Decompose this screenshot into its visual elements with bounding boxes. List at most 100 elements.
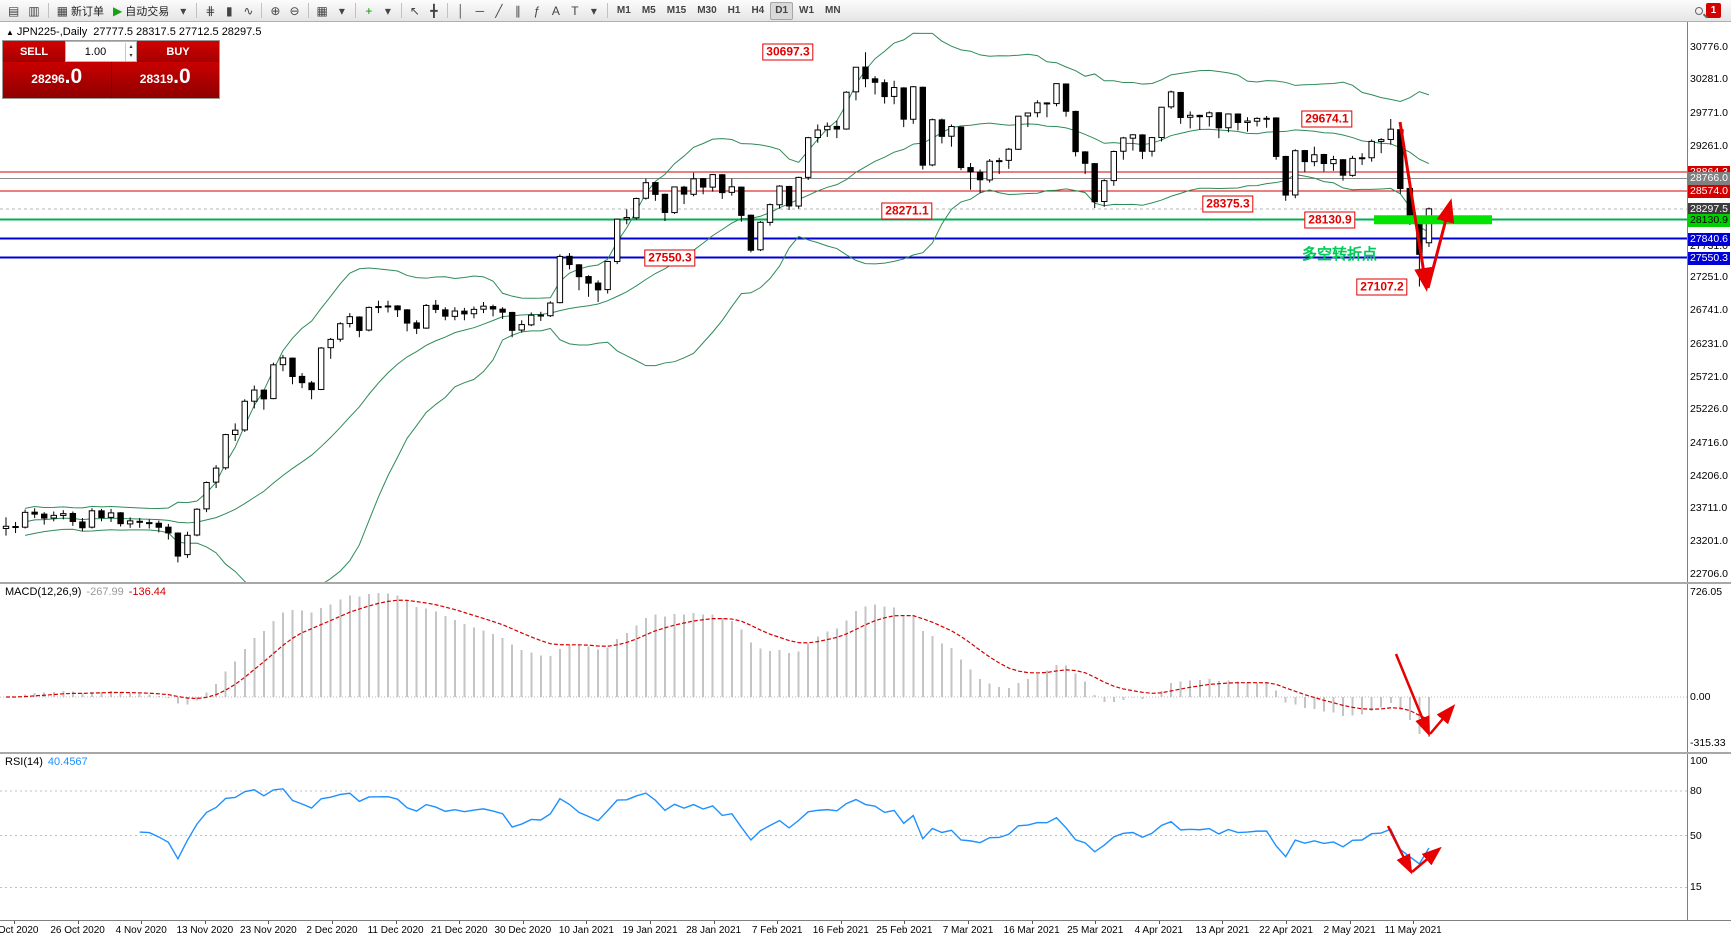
vertical-line-icon: │	[457, 3, 465, 18]
candlestick-chart-button[interactable]: ▮	[220, 2, 238, 20]
axis-price-label: 25226.0	[1690, 403, 1728, 416]
timeframe-w1[interactable]: W1	[799, 5, 815, 16]
search-icon[interactable]	[1695, 6, 1703, 15]
axis-price-label: 80	[1690, 785, 1702, 798]
time-axis[interactable]: 6 Oct 2020 26 Oct 2020 4 Nov 2020 13 Nov 20…	[0, 920, 1731, 939]
price-callout[interactable]: 30697.3	[762, 43, 814, 61]
candle-body	[1349, 157, 1356, 176]
candle-body	[824, 125, 831, 131]
date-label: 28 Jan 2021	[686, 925, 742, 936]
buy-button[interactable]: BUY	[137, 41, 219, 62]
axis-price-label: 0.00	[1690, 691, 1711, 703]
candle-body	[1129, 134, 1137, 139]
timeframe-h1[interactable]: H1	[727, 5, 741, 16]
panel-splitter[interactable]	[0, 752, 1731, 754]
timeframe-h4[interactable]: H4	[751, 5, 765, 16]
price-callout[interactable]: 29674.1	[1301, 110, 1353, 128]
fibonacci-button[interactable]: ƒ	[528, 2, 546, 20]
date-label: 25 Feb 2021	[876, 925, 933, 936]
crosshair-button[interactable]: ╋	[425, 2, 443, 20]
trend-arrow[interactable]	[1426, 198, 1455, 289]
candle-body	[1234, 113, 1242, 123]
new-chart-button[interactable]: ▤	[4, 2, 23, 20]
candle-body	[251, 389, 258, 402]
candle-body	[270, 364, 277, 400]
axis-price-label: 726.05	[1690, 586, 1723, 598]
panel-splitter[interactable]	[0, 582, 1731, 584]
candle-body	[480, 305, 487, 310]
price-chart[interactable]	[0, 22, 1687, 582]
chart-area[interactable]	[0, 22, 1687, 920]
trend-arrow[interactable]	[1398, 121, 1433, 292]
rsi-panel[interactable]	[0, 754, 1687, 920]
candle-body	[814, 129, 821, 139]
price-callout[interactable]: 27550.3	[644, 249, 696, 267]
lot-spinner[interactable]: ▴ ▾	[125, 42, 136, 61]
zoom-out-button[interactable]: ⊖	[285, 2, 303, 20]
cursor-button[interactable]: ↖	[406, 2, 424, 20]
lot-size-field[interactable]: 1.00 ▴ ▾	[65, 41, 137, 62]
price-callout[interactable]: 28375.3	[1202, 195, 1254, 213]
trendline-button[interactable]: ╱	[490, 2, 508, 20]
trend-arrow[interactable]	[1386, 825, 1413, 875]
auto-trading-dropdown-button[interactable]: ▾	[174, 2, 192, 20]
ohlc-bars-button[interactable]: ⋕	[201, 2, 219, 20]
lot-value[interactable]: 1.00	[84, 45, 107, 58]
sell-price[interactable]: 28296 .0	[3, 62, 112, 98]
price-callout[interactable]: 28130.9	[1304, 211, 1356, 229]
line-chart-button[interactable]: ∿	[239, 2, 257, 20]
time-axis-tick	[1349, 921, 1351, 924]
price-axis[interactable]: 30776.030281.029771.029261.028751.028241…	[1687, 22, 1731, 920]
timeframe-m1[interactable]: M1	[616, 5, 631, 16]
lot-decrease-button[interactable]: ▾	[129, 52, 133, 59]
candle-body	[747, 214, 755, 251]
vertical-line-button[interactable]: │	[452, 2, 470, 20]
timeframe-m5[interactable]: M5	[641, 5, 656, 16]
buy-price[interactable]: 28319 .0	[111, 62, 219, 98]
candle-body	[432, 304, 439, 310]
candle-body	[1091, 163, 1098, 203]
candle-body	[346, 316, 354, 325]
candle-body	[948, 125, 955, 137]
candle-body	[69, 512, 77, 522]
candle-body	[184, 534, 191, 556]
candle-body	[661, 193, 669, 213]
candle-body	[1368, 140, 1375, 159]
trend-arrow[interactable]	[1429, 704, 1456, 735]
rsi-label: RSI(14) 40.4567	[5, 756, 88, 768]
trend-arrow[interactable]	[1411, 846, 1442, 873]
auto-trading-button-label: 自动交易	[125, 5, 170, 18]
channel-button[interactable]: ∥	[509, 2, 527, 20]
lot-increase-button[interactable]: ▴	[129, 43, 133, 50]
turning-point-note[interactable]: 多空转折点	[1302, 246, 1378, 263]
timeframe-mn[interactable]: MN	[825, 5, 841, 16]
time-axis-tick	[1031, 921, 1033, 924]
chart-profiles-button[interactable]: ▥	[24, 2, 43, 20]
sell-button[interactable]: SELL	[3, 41, 65, 62]
price-callout[interactable]: 28271.1	[881, 202, 933, 220]
candle-body	[1120, 137, 1127, 152]
text-button[interactable]: A	[547, 2, 565, 20]
text-label-button[interactable]: T	[566, 2, 584, 20]
indicators-button[interactable]: +	[360, 2, 378, 20]
shapes-dropdown-button[interactable]: ▾	[585, 2, 603, 20]
new-order-button[interactable]: ▦ 新订单	[53, 2, 108, 20]
axis-price-label: 29771.0	[1690, 106, 1728, 119]
timeframe-m30[interactable]: M30	[697, 5, 717, 16]
tile-windows-button[interactable]: ▦	[313, 2, 332, 20]
window-layout-dropdown-button[interactable]: ▾	[333, 2, 351, 20]
timeframe-m15[interactable]: M15	[666, 5, 687, 16]
timeframe-d1[interactable]: D1	[770, 1, 794, 20]
trend-arrow[interactable]	[1394, 653, 1430, 737]
macd-panel[interactable]	[0, 584, 1687, 752]
horizontal-line-button[interactable]: ─	[471, 2, 489, 20]
indicators-dropdown-button[interactable]: ▾	[379, 2, 397, 20]
auto-trading-button[interactable]: ▶ 自动交易	[109, 2, 173, 20]
candle-body	[795, 176, 802, 207]
symbol-period-label: JPN225-,Daily	[16, 26, 88, 38]
axis-price-badge: 27550.3	[1688, 251, 1730, 265]
time-axis-tick	[268, 921, 270, 924]
price-callout[interactable]: 27107.2	[1356, 278, 1408, 296]
zoom-in-button[interactable]: ⊕	[266, 2, 284, 20]
notification-badge[interactable]: 1	[1706, 3, 1721, 18]
